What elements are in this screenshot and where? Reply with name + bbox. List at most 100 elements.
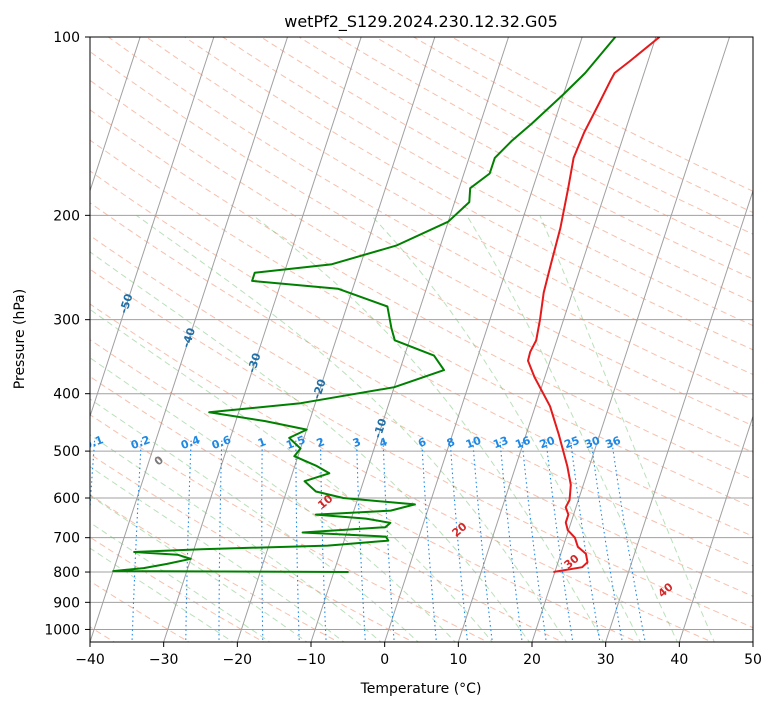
mixing-ratio-label: 8 (445, 435, 457, 450)
isotherm-line (236, 37, 436, 642)
mixing-ratio-label: 0.2 (129, 433, 152, 452)
mixing-ratio-line (611, 440, 646, 642)
isotherm-line (90, 37, 215, 418)
y-tick-label: 500 (53, 444, 80, 460)
dry-adiabat-line (260, 37, 753, 303)
chart-title: wetPf2_S129.2024.230.12.32.G05 (284, 12, 558, 32)
mixing-ratio-line (218, 440, 223, 642)
dry-adiabat-line (90, 494, 340, 642)
mixing-ratio-line (521, 440, 547, 642)
mixing-ratio-line (382, 440, 395, 642)
moist-adiabat-line (90, 466, 345, 642)
plot-frame (89, 36, 754, 643)
moist-adiabat-line (90, 251, 531, 642)
dry-adiabat-line (146, 37, 753, 376)
x-tick-label: −10 (296, 652, 326, 668)
x-tick-label: −40 (75, 652, 105, 668)
mixing-ratio-line (545, 440, 574, 642)
temperature-line (527, 37, 661, 573)
x-tick-label: 30 (597, 652, 615, 668)
isotherm-label: -30 (245, 351, 264, 374)
mixing-ratio-label: 16 (513, 434, 532, 452)
mixing-ratio-label: 13 (491, 434, 510, 451)
y-tick-label: 900 (53, 595, 80, 611)
mixing-ratio-label: 1.5 (284, 433, 307, 452)
isotherm-line (752, 640, 753, 642)
isotherm-line (90, 37, 288, 642)
moist-adiabat-line (90, 398, 419, 642)
isotherm-line (90, 37, 141, 193)
x-tick-label: 20 (523, 652, 541, 668)
y-tick-label: 100 (53, 30, 80, 46)
moist-adiabat-line (90, 521, 271, 642)
dry-adiabat-line (90, 339, 639, 642)
y-axis-title: Pressure (hPa) (12, 289, 28, 389)
mixing-ratio-line (499, 440, 523, 642)
x-tick-label: 0 (380, 652, 389, 668)
isotherm-label: -70 (7, 176, 26, 199)
mixing-ratio-label: 1 (256, 435, 268, 450)
mixing-ratio-label: 10 (464, 434, 483, 452)
isotherm-label: -20 (310, 377, 329, 400)
mixing-ratio-line (421, 440, 437, 642)
mixing-ratio-line (185, 440, 192, 642)
isotherm-label: -10 (371, 417, 390, 440)
mixing-ratio-label: 0.4 (179, 433, 202, 452)
mixing-ratio-line (319, 440, 327, 642)
x-tick-label: −20 (223, 652, 253, 668)
mixing-ratio-label: 36 (604, 434, 623, 452)
mixing-ratio-line (590, 440, 623, 642)
moist-adiabat-line (539, 215, 715, 642)
mixing-ratio-label: 3 (351, 435, 363, 450)
y-tick-label: 700 (53, 531, 80, 547)
mixing-ratio-label: 25 (562, 434, 581, 451)
mixing-ratio-line (570, 440, 601, 642)
dewpoint-line (112, 37, 617, 573)
isotherm-line (678, 414, 753, 642)
x-axis-title: Temperature (°C) (360, 681, 482, 697)
y-tick-label: 400 (53, 387, 80, 403)
mixing-ratio-line (449, 440, 469, 642)
profile-series (112, 37, 661, 573)
moist-adiabat-label: 0 (152, 453, 166, 468)
mixing-ratio-label: 6 (416, 435, 428, 450)
y-tick-label: 600 (53, 491, 80, 507)
mixing-ratio-line (131, 440, 142, 642)
mixing-ratio-label: 2 (315, 435, 327, 450)
x-tick-label: 10 (449, 652, 467, 668)
isotherm-label: -40 (180, 326, 199, 349)
background-grid (0, 37, 753, 642)
x-axis-ticks: −40 −30 −20 −10 0 10 20 30 40 50 (75, 642, 762, 668)
mixing-ratio-line (90, 440, 96, 516)
isotherm-line (0, 37, 67, 642)
dry-adiabat-line (90, 453, 415, 642)
mixing-ratio-label: 4 (378, 435, 390, 450)
moist-adiabat-line (252, 214, 605, 642)
x-tick-label: 50 (744, 652, 762, 668)
moist-adiabat-label: 20 (450, 520, 470, 540)
mixing-ratio-line (472, 440, 493, 642)
dry-adiabat-line (184, 37, 753, 351)
isotherm-line (384, 37, 583, 642)
dry-adiabat-line (90, 51, 753, 427)
isotherm-label: -60 (60, 239, 79, 262)
mixing-ratio-label: 20 (538, 434, 557, 452)
y-tick-label: 1000 (44, 622, 80, 638)
isotherm-line (310, 37, 509, 642)
dry-adiabat-line (451, 37, 753, 192)
mixing-ratio-label: 0.6 (210, 433, 233, 452)
dry-adiabat-line (90, 414, 489, 642)
dry-adiabat-line (222, 37, 753, 327)
moist-adiabat-line (90, 357, 456, 642)
moist-adiabat-line (370, 214, 642, 642)
mixing-ratio-line (261, 440, 264, 642)
isotherm-line (605, 189, 753, 642)
y-tick-label: 200 (53, 208, 80, 224)
dry-adiabat-line (90, 109, 753, 481)
x-tick-label: 40 (670, 652, 688, 668)
dry-adiabat-line (90, 234, 753, 597)
isotherm-line (531, 37, 730, 642)
isotherm-line (163, 37, 362, 642)
mixing-ratio-label: 0.1 (82, 433, 105, 452)
